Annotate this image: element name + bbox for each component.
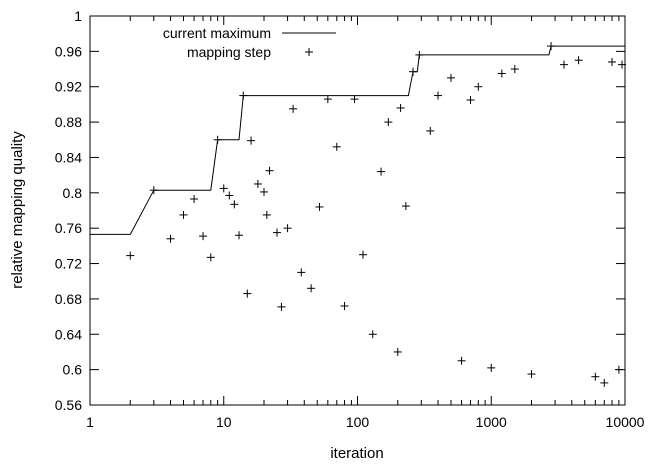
mapping-step-point [497, 69, 506, 78]
mapping-step-point [243, 289, 252, 298]
mapping-step-point [126, 251, 135, 260]
mapping-step-point [393, 347, 402, 356]
y-tick-label: 0.72 [55, 256, 82, 272]
y-axis-label: relative mapping quality [9, 131, 26, 289]
mapping-step-point [487, 363, 496, 372]
mapping-step-point [446, 73, 455, 82]
y-tick-label: 0.8 [63, 185, 83, 201]
mapping-step-point [247, 136, 256, 145]
mapping-step-point [307, 284, 316, 293]
mapping-step-point [265, 166, 274, 175]
mapping-step-point [166, 234, 175, 243]
mapping-step-point [377, 167, 386, 176]
mapping-step-point [591, 372, 600, 381]
mapping-step-point [297, 268, 306, 277]
y-tick-label: 0.56 [55, 397, 82, 413]
mapping-step-point [434, 91, 443, 100]
mapping-step-point [384, 118, 393, 127]
x-tick-label: 10000 [606, 414, 645, 430]
mapping-step-point [560, 60, 569, 69]
mapping-step-point [359, 250, 368, 259]
x-tick-label: 100 [346, 414, 370, 430]
mapping-step-point [426, 126, 435, 135]
mapping-step-point [289, 104, 298, 113]
mapping-step-point [323, 95, 332, 104]
mapping-step-point [618, 60, 627, 69]
x-axis-label: iteration [330, 445, 383, 462]
mapping-step-point [340, 301, 349, 310]
y-tick-label: 0.96 [55, 43, 82, 59]
mapping-step-point [277, 302, 286, 311]
mapping-step-point [608, 57, 617, 66]
y-tick-label: 0.68 [55, 291, 82, 307]
plot-frame [89, 15, 626, 406]
mapping-step-point [199, 232, 208, 241]
current-maximum-line [90, 45, 625, 235]
mapping-step-point [219, 184, 228, 193]
mapping-step-point [510, 65, 519, 74]
y-tick-label: 0.84 [55, 149, 82, 165]
mapping-step-point [253, 179, 262, 188]
mapping-step-point [614, 365, 623, 374]
mapping-step-point [206, 253, 215, 262]
mapping-step-point [574, 56, 583, 65]
mapping-step-point [179, 210, 188, 219]
mapping-step-point [283, 224, 292, 233]
mapping-step-point [466, 95, 475, 104]
x-tick-label: 1 [86, 414, 94, 430]
mapping-step-point [474, 82, 483, 91]
y-tick-label: 0.88 [55, 114, 82, 130]
mapping-step-point [368, 330, 377, 339]
mapping-step-points [126, 42, 627, 387]
y-tick-label: 0.76 [55, 220, 82, 236]
y-tick-label: 0.92 [55, 79, 82, 95]
y-tick-label: 1 [74, 8, 82, 24]
mapping-step-point [600, 378, 609, 387]
x-tick-label: 10 [216, 414, 232, 430]
mapping-step-point [272, 228, 281, 237]
mapping-step-point [234, 231, 243, 240]
mapping-step-point [190, 195, 199, 204]
legend-swatch-mapping-step [305, 48, 313, 56]
mapping-step-point [350, 95, 359, 104]
x-tick-label: 1000 [476, 414, 507, 430]
mapping-step-point [225, 191, 234, 200]
mapping-step-point [332, 142, 341, 151]
y-tick-label: 0.64 [55, 326, 82, 342]
mapping-step-point [262, 210, 271, 219]
y-tick-label: 0.6 [63, 362, 83, 378]
legend-plus-marker [305, 48, 313, 56]
legend: current maximum mapping step [163, 25, 336, 60]
mapping-step-point [401, 202, 410, 211]
mapping-step-point [457, 356, 466, 365]
mapping-step-point [527, 370, 536, 379]
x-axis: 1 10 100 1000 10000 [86, 16, 645, 430]
mapping-step-point [396, 103, 405, 112]
legend-label-mapping-step: mapping step [187, 44, 271, 60]
legend-label-current-maximum: current maximum [163, 25, 271, 41]
mapping-step-point [230, 200, 239, 209]
mapping-step-point [315, 202, 324, 211]
y-axis: 0.56 0.6 0.64 0.68 0.72 0.76 0.8 0.84 0.88 0.92 0.… [55, 8, 625, 413]
mapping-step-point [260, 187, 269, 196]
